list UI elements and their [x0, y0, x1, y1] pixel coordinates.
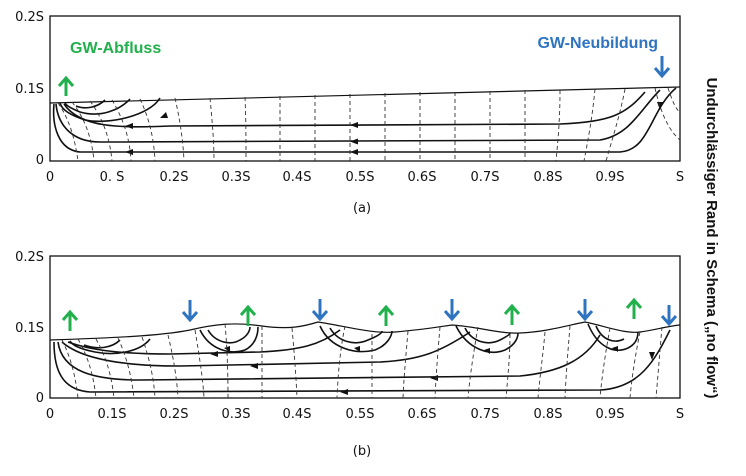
panel-a-flow-arrowheads	[125, 102, 663, 155]
panel-a-xtick-7: 0.7S	[471, 170, 500, 185]
panel-b-flow-arrowheads	[210, 346, 655, 395]
panel-a-water-table	[49, 86, 681, 104]
panel-a-recharge-arrow	[653, 56, 671, 79]
panel-b-xtick-2: 0.2S	[160, 407, 189, 422]
panel-b-frame	[49, 255, 681, 399]
panel-b-xtick-1: 0.1S	[98, 407, 127, 422]
panel-b-discharge-arrow-1	[61, 309, 79, 331]
panel-b-ytick-0: 0	[36, 391, 44, 406]
panel-a-caption: (a)	[353, 201, 371, 216]
panel-b-ytick-0.2s: 0.2S	[15, 250, 44, 265]
panel-a-xtick-9: 0.9S	[596, 170, 625, 185]
panel-a-frame	[49, 15, 681, 162]
panel-b-discharge-arrow-3	[377, 304, 395, 326]
panel-a-ytick-0.2s: 0.2S	[15, 10, 44, 25]
panel-a-xtick-6: 0.6S	[408, 170, 437, 185]
panel-b-arrow-markers	[61, 297, 678, 331]
panel-a-xtick-1: 0. S	[100, 170, 125, 185]
panel-b-xtick-10: S	[676, 407, 684, 422]
side-label-no-flow-boundary: Undurchlässiger Rand in Schema („no flow…	[703, 78, 720, 399]
panel-a-ytick-0.1s: 0.1S	[15, 82, 44, 97]
panel-b-water-table	[49, 321, 681, 341]
panel-a-xtick-8: 0.8S	[534, 170, 563, 185]
panel-a-xtick-4: 0.4S	[283, 170, 312, 185]
panel-b-xtick-8: 0.8S	[534, 407, 563, 422]
panel-b-recharge-arrow-5	[660, 305, 678, 327]
panel-a-equipotentials	[57, 87, 681, 162]
panel-b-caption: (b)	[353, 444, 371, 459]
panel-b-xtick-5: 0.5S	[346, 407, 375, 422]
panel-b-recharge-arrow-1	[181, 300, 199, 323]
panel-b-streamlines	[53, 323, 671, 393]
panel-b-discharge-arrow-5	[625, 297, 643, 319]
panel-b-recharge-arrow-4	[576, 299, 594, 322]
panel-a: 0.2S 0.1S 0 0 0. S 0.2S 0.3S 0.4S 0.5S 0…	[15, 10, 684, 216]
panel-b-xtick-0: 0	[46, 407, 54, 422]
panel-a-xtick-5: 0.5S	[346, 170, 375, 185]
panel-b-xtick-4: 0.4S	[283, 407, 312, 422]
panel-b-xtick-6: 0.6S	[408, 407, 437, 422]
panel-a-discharge-arrow	[57, 75, 75, 96]
panel-b: 0.2S 0.1S 0 0 0.1S 0.2S 0.3S 0.4S 0.5S 0…	[15, 250, 684, 459]
panel-b-recharge-arrow-2	[311, 299, 329, 322]
panel-b-xtick-7: 0.7S	[471, 407, 500, 422]
panel-a-streamlines	[52, 87, 677, 153]
panel-b-equipotentials	[61, 323, 663, 399]
label-gw-recharge: GW-Neubildung	[537, 35, 658, 52]
label-gw-discharge: GW-Abfluss	[70, 40, 161, 57]
panel-a-xtick-2: 0.2S	[160, 170, 189, 185]
panel-b-xtick-9: 0.9S	[596, 407, 625, 422]
panel-b-xtick-3: 0.3S	[222, 407, 251, 422]
panel-b-discharge-arrow-4	[503, 303, 521, 325]
panel-a-xtick-3: 0.3S	[222, 170, 251, 185]
panel-a-ytick-0: 0	[36, 153, 44, 168]
panel-a-xtick-10: S	[676, 170, 684, 185]
panel-b-discharge-arrow-2	[239, 304, 257, 326]
panel-b-recharge-arrow-3	[443, 299, 461, 322]
panel-b-ytick-0.1s: 0.1S	[15, 321, 44, 336]
panel-a-xtick-0: 0	[46, 170, 54, 185]
